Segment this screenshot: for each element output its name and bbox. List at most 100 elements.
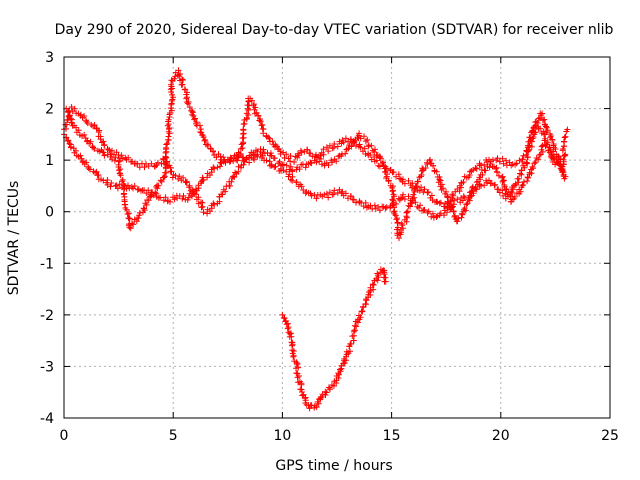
data-point-track-c [482, 167, 489, 174]
data-point-track-b [400, 191, 406, 198]
data-point-track-a [296, 166, 303, 173]
data-point-track-c [186, 104, 193, 111]
data-point-track-b [162, 194, 169, 201]
data-point-track-a [325, 148, 332, 155]
data-point-track-c [477, 176, 484, 183]
data-point-track-c [348, 143, 355, 150]
data-point-track-c [129, 220, 135, 227]
data-point-track-c [399, 222, 406, 229]
data-point-track-a [334, 143, 341, 150]
data-point-track-a [499, 155, 506, 162]
data-point-track-b [66, 140, 73, 147]
data-point-track-b [191, 190, 198, 197]
data-point-dip [337, 368, 344, 375]
data-point-track-c [127, 225, 134, 232]
data-point-track-c [115, 161, 122, 168]
data-point-track-c [560, 138, 567, 145]
data-point-track-a [503, 157, 510, 164]
data-point-track-b [532, 159, 539, 166]
data-point-track-c [448, 204, 455, 211]
y-tick-label: 1 [45, 153, 54, 169]
data-point-track-c [492, 165, 499, 172]
data-point-track-c [202, 136, 209, 143]
data-point-track-b [429, 210, 436, 217]
data-point-track-c [68, 119, 75, 126]
data-point-track-c [564, 126, 571, 133]
data-point-track-c [162, 161, 169, 168]
data-point-dip [322, 388, 329, 395]
data-point-track-c [433, 168, 440, 175]
data-point-track-c [383, 173, 390, 180]
data-point-track-c [389, 188, 396, 195]
data-point-track-c [181, 86, 188, 93]
data-point-dip [381, 278, 388, 285]
data-point-track-a [84, 120, 91, 127]
data-point-track-a [437, 199, 444, 206]
chart-title: Day 290 of 2020, Sidereal Day-to-day VTE… [55, 22, 614, 38]
data-point-track-c [291, 159, 298, 165]
data-point-track-a [353, 142, 359, 149]
plot-frame [63, 56, 611, 419]
data-point-track-b [451, 197, 458, 204]
data-point-track-a [154, 159, 161, 166]
data-point-track-b [272, 163, 279, 170]
data-point-track-a [68, 104, 75, 110]
data-point-track-a [100, 138, 107, 145]
data-point-track-c [155, 182, 162, 189]
data-point-track-c [124, 211, 131, 218]
data-point-track-c [469, 184, 476, 191]
data-point-track-c [255, 112, 261, 119]
data-point-track-a [231, 174, 238, 180]
data-point-track-a [176, 173, 183, 180]
data-point-track-b [520, 182, 526, 189]
data-point-track-c [244, 102, 251, 109]
data-point-track-b [300, 187, 307, 193]
data-point-track-a [195, 194, 202, 201]
data-point-track-a [548, 133, 555, 139]
data-point-track-c [179, 76, 185, 83]
x-tick-label: 15 [383, 428, 401, 444]
data-point-track-b [424, 209, 431, 216]
data-point-track-a [520, 152, 527, 159]
data-point-track-b [263, 157, 270, 164]
data-point-track-b [360, 203, 367, 210]
data-point-track-b [492, 181, 498, 188]
data-point-track-b [298, 183, 305, 190]
data-point-track-b [560, 173, 567, 180]
data-point-track-c [454, 218, 461, 225]
data-point-track-c [121, 185, 128, 192]
data-point-track-a [460, 179, 467, 185]
data-point-track-c [560, 146, 566, 152]
data-point-track-b [511, 193, 518, 200]
data-point-track-a [97, 133, 104, 140]
y-tick-label: -1 [40, 256, 54, 272]
data-point-track-a [535, 115, 542, 122]
data-point-track-c [424, 161, 431, 168]
data-point-track-a [357, 144, 364, 151]
data-point-track-c [398, 227, 405, 233]
data-point-track-c [177, 71, 184, 77]
data-point-track-a [302, 164, 309, 171]
data-point-track-c [123, 206, 130, 213]
data-point-track-c [239, 145, 246, 152]
data-point-track-c [189, 111, 196, 118]
data-point-track-c [445, 200, 452, 207]
data-point-track-c [130, 221, 137, 228]
data-point-track-c [201, 137, 208, 144]
data-point-track-c [542, 135, 549, 142]
data-point-track-b [417, 202, 424, 209]
data-point-track-b [145, 187, 152, 194]
x-tick-label: 0 [60, 428, 69, 444]
data-point-track-c [562, 133, 569, 140]
data-point-track-c [554, 159, 561, 166]
data-point-track-a [373, 157, 380, 164]
data-point-track-c [136, 209, 143, 216]
data-point-track-b [114, 185, 121, 192]
data-point-track-c [183, 95, 190, 102]
data-point-track-c [356, 130, 363, 137]
data-point-track-c [112, 154, 119, 161]
data-point-track-b [107, 183, 114, 190]
data-point-track-c [443, 188, 450, 195]
data-point-track-b [437, 210, 444, 217]
data-point-track-c [544, 139, 551, 146]
